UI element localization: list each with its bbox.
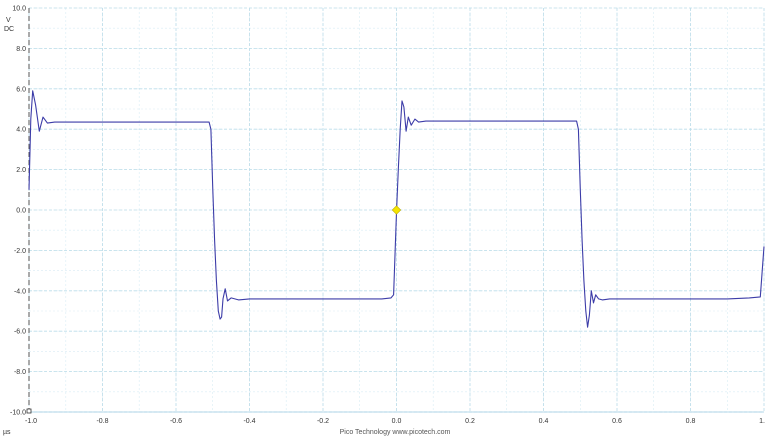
y-tick-label: -6.0 [14, 329, 26, 336]
x-tick-label: -0.6 [170, 418, 182, 425]
y-tick-label: 10.0 [12, 6, 26, 13]
y-tick-label: -2.0 [14, 248, 26, 255]
y-tick-label: -10.0 [10, 410, 26, 417]
y-tick-label: -8.0 [14, 369, 26, 376]
x-unit-label: µs [3, 429, 11, 436]
y-unit-label: V [6, 17, 11, 24]
y-tick-label: 4.0 [16, 127, 26, 134]
x-tick-label: 0.2 [465, 418, 475, 425]
pico-footer: Pico Technology www.picotech.com [340, 429, 451, 436]
y-tick-label: 8.0 [16, 46, 26, 53]
x-tick-label: 0.6 [612, 418, 622, 425]
x-tick-label: -0.2 [317, 418, 329, 425]
x-tick-labels: -1.0 -0.8 -0.6 -0.4 -0.2 0.0 0.2 0.4 0.6 0.8 1.0 [25, 418, 765, 425]
x-tick-label: -0.4 [243, 418, 255, 425]
y-tick-labels: 10.0 8.0 6.0 4.0 2.0 0.0 -2.0 -4.0 -6.0 -8.0 -10.0 [10, 6, 26, 417]
x-tick-label: 1.0 [759, 418, 765, 425]
trigger-marker[interactable] [391, 205, 402, 215]
x-tick-label: 0.4 [539, 418, 549, 425]
y-tick-label: 2.0 [16, 167, 26, 174]
x-tick-label: -0.8 [96, 418, 108, 425]
coupling-label: DC [4, 26, 14, 33]
y-tick-label: 0.0 [16, 208, 26, 215]
x-tick-label: 0.8 [686, 418, 696, 425]
x-tick-label: -1.0 [25, 418, 37, 425]
waveform-series-line [28, 90, 765, 328]
y-tick-label: 6.0 [16, 86, 26, 93]
x-tick-label: 0.0 [392, 418, 402, 425]
time-axis-frame [26, 8, 764, 414]
axis-origin-marker [26, 408, 32, 414]
y-tick-label: -4.0 [14, 288, 26, 295]
